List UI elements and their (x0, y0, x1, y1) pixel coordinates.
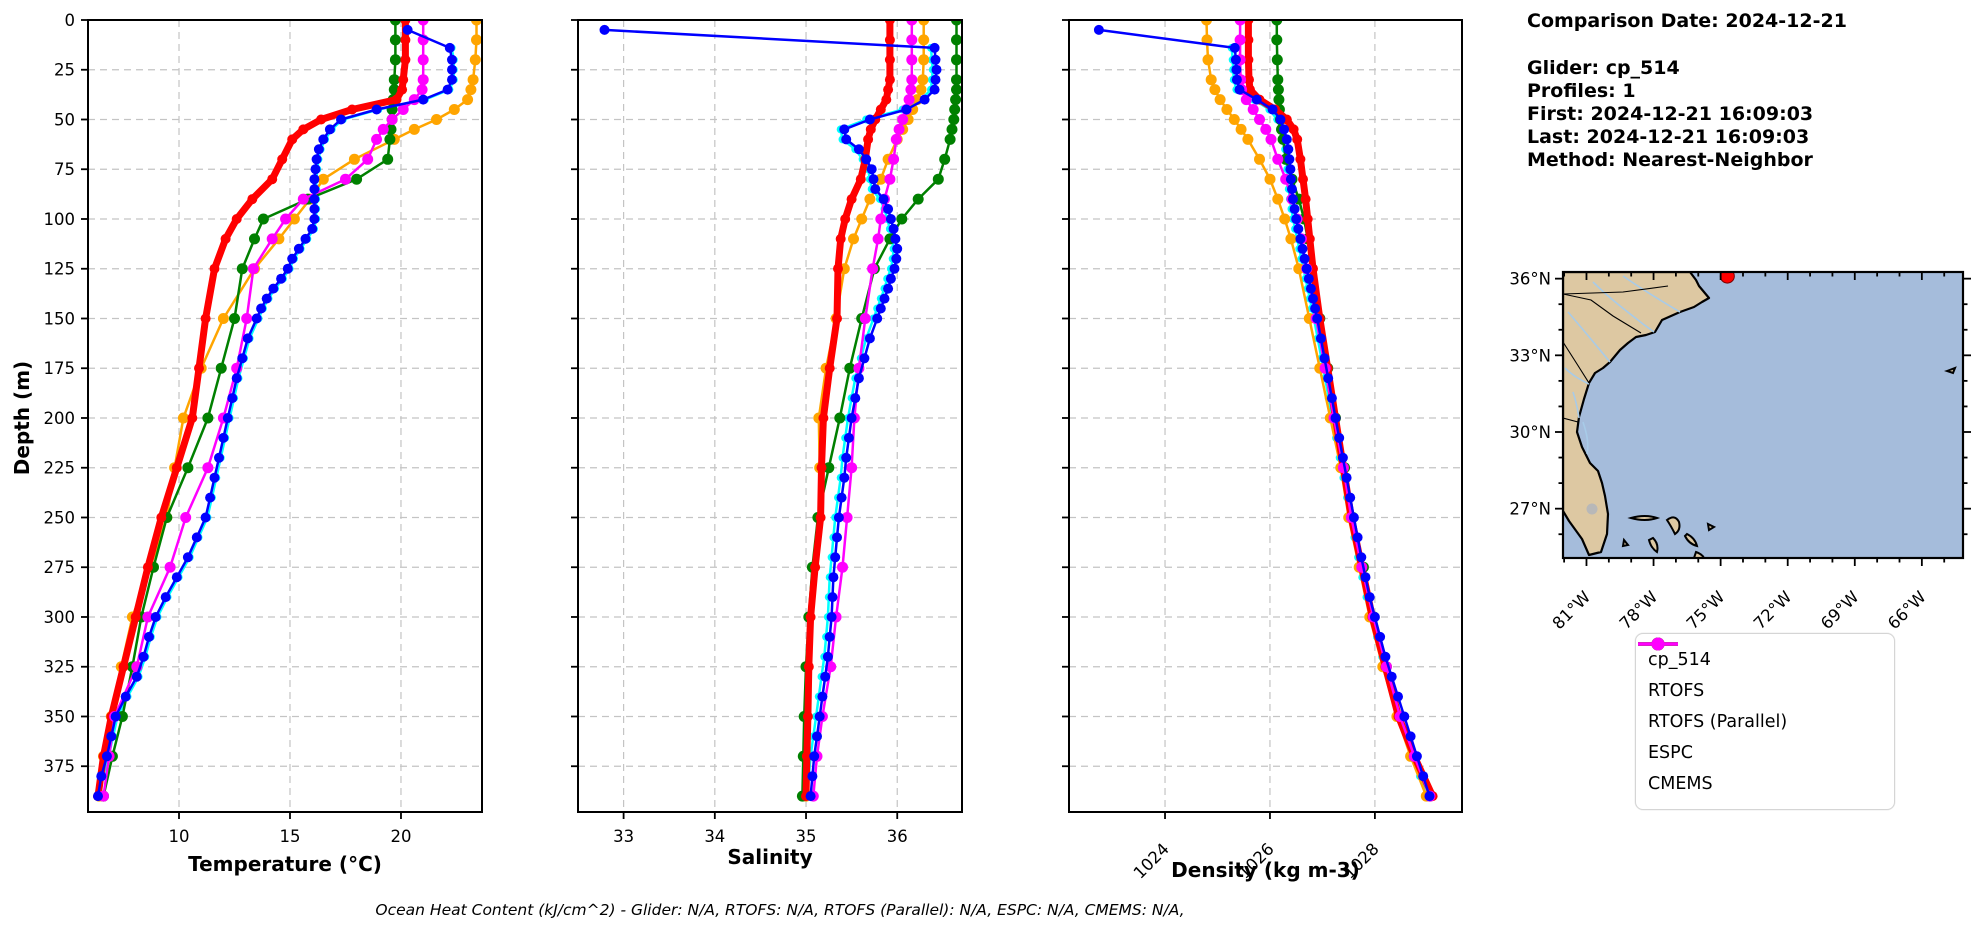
legend-label: ESPC (1648, 742, 1693, 763)
rivers (1564, 275, 1681, 455)
tick-marks (1062, 19, 1376, 819)
panel-Salinity: 33 34 35 36 (571, 19, 963, 846)
legend-item-RTOFS (Parallel): RTOFS (Parallel) (1638, 637, 1878, 737)
lake-okeechobee (1586, 503, 1598, 515)
legend-label: RTOFS (Parallel) (1648, 711, 1788, 732)
comparison-info-block: Comparison Date: 2024-12-21 Glider: cp_5… (1527, 10, 1967, 172)
svg-text:50: 50 (54, 110, 75, 129)
tick-labels: 33 34 35 36 (613, 827, 908, 846)
svg-text:10: 10 (169, 827, 190, 846)
tick-marks (81, 19, 402, 819)
tick-labels: 10 15 200255075100125150175200225250275300… (44, 11, 412, 846)
map-static-geography (1561, 270, 1965, 560)
map-lat-tick-label: 33°N (1509, 346, 1551, 365)
x-axis-label-density: Density (kg m-3) (1171, 858, 1360, 882)
legend-label: RTOFS (1648, 680, 1705, 701)
series-cp_514 (599, 24, 942, 802)
series-group (599, 20, 962, 802)
svg-text:36: 36 (887, 827, 908, 846)
legend-item-CMEMS: CMEMS (1638, 637, 1878, 799)
legend-box: cp_514 RTOFS RTOFS (Parallel) ESPC CMEMS (1635, 633, 1895, 810)
y-axis-label-depth: Depth (m) (10, 360, 34, 476)
gridlines (1069, 20, 1462, 812)
map-lon-tick-label: 69°W (1817, 587, 1863, 633)
map-lon-tick-label: 81°W (1549, 587, 1595, 633)
legend-item-RTOFS: RTOFS (1638, 637, 1878, 706)
state-borders (1563, 285, 1669, 423)
map-lon-tick-label: 78°W (1616, 587, 1662, 633)
svg-text:75: 75 (54, 160, 75, 179)
profiles-count-text: Profiles: 1 (1527, 80, 1636, 102)
series-CMEMS (98, 20, 429, 802)
series-RTOFS (93, 20, 411, 802)
map-lat-tick-label: 27°N (1509, 500, 1551, 519)
svg-text:35: 35 (796, 827, 817, 846)
svg-text:375: 375 (44, 757, 76, 776)
svg-text:25: 25 (54, 61, 75, 80)
svg-text:275: 275 (44, 558, 76, 577)
svg-text:150: 150 (44, 309, 76, 328)
series-group (1093, 20, 1438, 802)
islands (1621, 366, 1957, 558)
map-lon-tick-label: 75°W (1683, 587, 1729, 633)
svg-text:350: 350 (44, 707, 76, 726)
ocean-heat-content-caption: Ocean Heat Content (kJ/cm^2) - Glider: N… (375, 901, 1185, 919)
comparison-date-text: Comparison Date: 2024-12-21 (1527, 10, 1847, 32)
map-lon-tick-label: 66°W (1884, 587, 1930, 633)
glider-name-text: Glider: cp_514 (1527, 57, 1680, 79)
svg-text:250: 250 (44, 508, 76, 527)
svg-text:15: 15 (279, 827, 300, 846)
x-axis-label-salinity: Salinity (727, 845, 813, 869)
svg-text:225: 225 (44, 459, 76, 478)
svg-text:325: 325 (44, 658, 76, 677)
series-cp_514 (93, 24, 457, 802)
legend-label: cp_514 (1648, 649, 1711, 670)
legend-swatch-icon (1638, 637, 1678, 651)
panel-Temperature (°C): 10 15 200255075100125150175200225250275300… (44, 11, 483, 846)
svg-text:100: 100 (44, 210, 76, 229)
svg-text:34: 34 (704, 827, 725, 846)
svg-text:175: 175 (44, 359, 76, 378)
map-lat-tick-label: 30°N (1509, 423, 1551, 442)
svg-text:300: 300 (44, 608, 76, 627)
series-cp_514 (1093, 24, 1435, 802)
tick-marks (571, 19, 899, 819)
svg-text:0: 0 (65, 11, 76, 30)
series-group (93, 20, 482, 802)
map-lat-tick-label: 36°N (1509, 270, 1551, 289)
svg-text:125: 125 (44, 260, 76, 279)
series-RTOFS (801, 20, 895, 802)
method-text: Method: Nearest-Neighbor (1527, 149, 1813, 171)
first-profile-time-text: First: 2024-12-21 16:09:03 (1527, 103, 1814, 125)
svg-text:33: 33 (613, 827, 634, 846)
last-profile-time-text: Last: 2024-12-21 16:09:03 (1527, 126, 1810, 148)
x-axis-label-temperature: Temperature (°C) (188, 852, 382, 876)
map-lon-tick-label: 72°W (1750, 587, 1796, 633)
legend-label: CMEMS (1648, 773, 1713, 794)
svg-text:20: 20 (390, 827, 411, 846)
legend-item-ESPC: ESPC (1638, 637, 1878, 768)
legend-item-cp_514: cp_514 (1638, 637, 1878, 675)
svg-text:200: 200 (44, 409, 76, 428)
gridlines (88, 20, 482, 812)
